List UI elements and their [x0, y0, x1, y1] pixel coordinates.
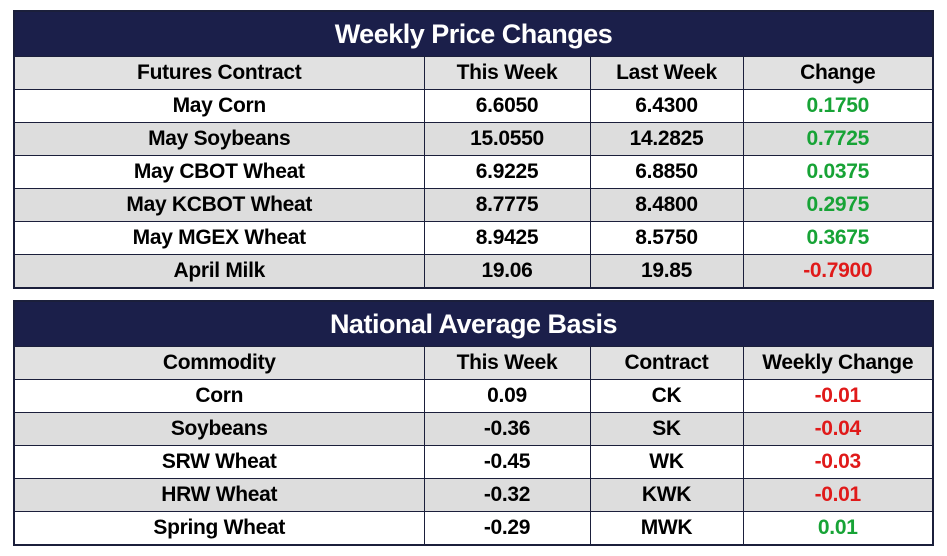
- this-week-cell: 8.9425: [423, 221, 591, 255]
- this-week-cell: -0.32: [423, 478, 591, 512]
- change-cell: 0.7725: [742, 122, 934, 156]
- table-row: Spring Wheat -0.29 MWK 0.01: [13, 511, 934, 546]
- this-week-cell: 6.9225: [423, 155, 591, 189]
- change-cell: -0.7900: [742, 254, 934, 289]
- contract-cell: SK: [589, 412, 744, 446]
- commodity-cell: Spring Wheat: [13, 511, 425, 546]
- column-header-weekly-change: Weekly Change: [742, 346, 934, 380]
- this-week-cell: 6.6050: [423, 89, 591, 123]
- commodity-cell: HRW Wheat: [13, 478, 425, 512]
- futures-contract-cell: May KCBOT Wheat: [13, 188, 425, 222]
- change-cell: 0.0375: [742, 155, 934, 189]
- change-cell: 0.3675: [742, 221, 934, 255]
- this-week-cell: -0.29: [423, 511, 591, 546]
- table-row: HRW Wheat -0.32 KWK -0.01: [13, 478, 934, 512]
- futures-contract-cell: April Milk: [13, 254, 425, 289]
- futures-contract-cell: May Soybeans: [13, 122, 425, 156]
- table-row: May KCBOT Wheat 8.7775 8.4800 0.2975: [13, 188, 934, 222]
- column-header-commodity: Commodity: [13, 346, 425, 380]
- weekly-change-cell: -0.04: [742, 412, 934, 446]
- table-row: May Soybeans 15.0550 14.2825 0.7725: [13, 122, 934, 156]
- column-header-this-week: This Week: [423, 346, 591, 380]
- commodity-cell: Soybeans: [13, 412, 425, 446]
- this-week-cell: 19.06: [423, 254, 591, 289]
- table-title: Weekly Price Changes: [13, 10, 934, 57]
- column-header-contract: Contract: [589, 346, 744, 380]
- table-row: Soybeans -0.36 SK -0.04: [13, 412, 934, 446]
- column-header-this-week: This Week: [423, 56, 591, 90]
- this-week-cell: 8.7775: [423, 188, 591, 222]
- contract-cell: MWK: [589, 511, 744, 546]
- weekly-change-cell: -0.01: [742, 379, 934, 413]
- table-row: May CBOT Wheat 6.9225 6.8850 0.0375: [13, 155, 934, 189]
- futures-contract-cell: May Corn: [13, 89, 425, 123]
- table-row: SRW Wheat -0.45 WK -0.03: [13, 445, 934, 479]
- commodity-cell: SRW Wheat: [13, 445, 425, 479]
- weekly-price-changes-table: Weekly Price Changes Futures Contract Th…: [13, 10, 935, 289]
- header-row: Commodity This Week Contract Weekly Chan…: [13, 346, 934, 380]
- weekly-change-cell: -0.03: [742, 445, 934, 479]
- header-row: Futures Contract This Week Last Week Cha…: [13, 56, 934, 90]
- futures-contract-cell: May CBOT Wheat: [13, 155, 425, 189]
- last-week-cell: 8.4800: [589, 188, 744, 222]
- this-week-cell: -0.36: [423, 412, 591, 446]
- table-row: Corn 0.09 CK -0.01: [13, 379, 934, 413]
- last-week-cell: 6.4300: [589, 89, 744, 123]
- change-cell: 0.1750: [742, 89, 934, 123]
- last-week-cell: 8.5750: [589, 221, 744, 255]
- national-average-basis-table: National Average Basis Commodity This We…: [13, 300, 934, 546]
- table-row: May Corn 6.6050 6.4300 0.1750: [13, 89, 934, 123]
- last-week-cell: 6.8850: [589, 155, 744, 189]
- contract-cell: CK: [589, 379, 744, 413]
- table-row: May MGEX Wheat 8.9425 8.5750 0.3675: [13, 221, 934, 255]
- table-row: April Milk 19.06 19.85 -0.7900: [13, 254, 934, 289]
- contract-cell: WK: [589, 445, 744, 479]
- column-header-last-week: Last Week: [589, 56, 744, 90]
- column-header-change: Change: [742, 56, 934, 90]
- contract-cell: KWK: [589, 478, 744, 512]
- futures-contract-cell: May MGEX Wheat: [13, 221, 425, 255]
- column-header-futures-contract: Futures Contract: [13, 56, 425, 90]
- change-cell: 0.2975: [742, 188, 934, 222]
- commodity-cell: Corn: [13, 379, 425, 413]
- weekly-change-cell: -0.01: [742, 478, 934, 512]
- weekly-change-cell: 0.01: [742, 511, 934, 546]
- table-title: National Average Basis: [13, 300, 934, 347]
- last-week-cell: 14.2825: [589, 122, 744, 156]
- this-week-cell: 15.0550: [423, 122, 591, 156]
- last-week-cell: 19.85: [589, 254, 744, 289]
- this-week-cell: -0.45: [423, 445, 591, 479]
- this-week-cell: 0.09: [423, 379, 591, 413]
